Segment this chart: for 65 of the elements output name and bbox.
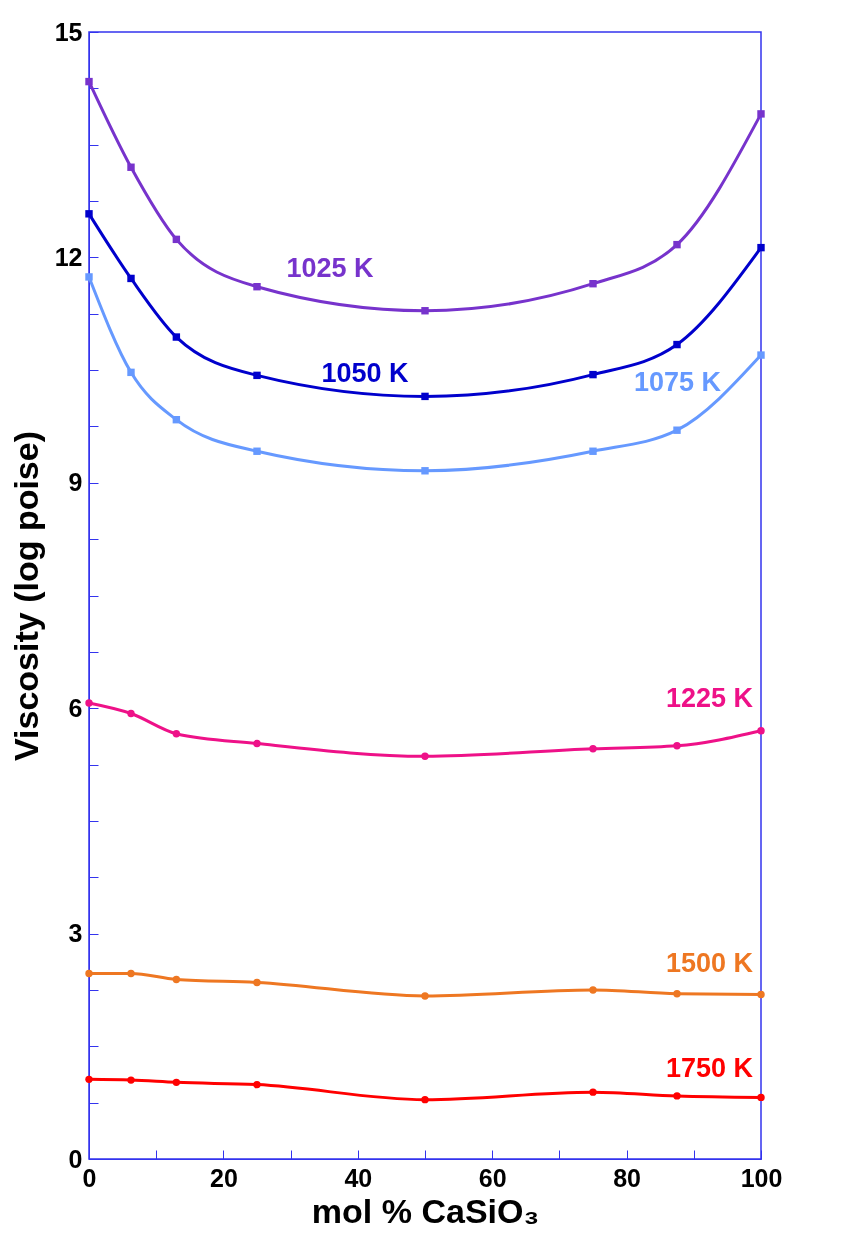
- point: [253, 1080, 261, 1089]
- point: [253, 447, 261, 455]
- point: [757, 351, 765, 359]
- x-tick-label: 100: [740, 1163, 783, 1192]
- series-label: 1050 K: [321, 358, 410, 389]
- point: [253, 739, 261, 748]
- point: [757, 243, 765, 252]
- point: [85, 969, 93, 978]
- x-tick-label: 20: [209, 1163, 238, 1192]
- point: [127, 274, 135, 283]
- x-tick-label: 40: [344, 1163, 373, 1192]
- x-axis-title: mol % CaSiO₃: [311, 1191, 540, 1230]
- point: [85, 210, 93, 218]
- point: [589, 745, 597, 753]
- y-tick-label: 9: [68, 468, 83, 497]
- point: [127, 368, 135, 377]
- point: [673, 1092, 681, 1100]
- point: [757, 1093, 765, 1102]
- point: [589, 986, 597, 994]
- point: [253, 371, 261, 380]
- point: [757, 990, 765, 999]
- y-tick-label: 0: [68, 1144, 83, 1173]
- point: [673, 426, 681, 434]
- point: [127, 969, 135, 978]
- point: [589, 447, 597, 455]
- point: [589, 370, 597, 379]
- point: [589, 1088, 597, 1096]
- point: [172, 1078, 181, 1087]
- series-label: 1025 K: [286, 252, 375, 283]
- point: [673, 240, 681, 249]
- point: [85, 77, 93, 86]
- y-tick-label: 6: [68, 693, 83, 722]
- point: [172, 975, 181, 984]
- y-tick-label: 12: [54, 242, 83, 271]
- point: [85, 1075, 93, 1084]
- point: [421, 467, 429, 475]
- point: [172, 730, 181, 738]
- series-label: 1750 K: [665, 1053, 754, 1084]
- point: [673, 340, 681, 349]
- x-tick-label: 80: [613, 1163, 642, 1192]
- point: [85, 273, 93, 281]
- series-label: 1225 K: [665, 682, 754, 713]
- point: [127, 1076, 135, 1084]
- point: [127, 709, 135, 718]
- point: [421, 1095, 429, 1104]
- x-tick-label: 60: [478, 1163, 507, 1192]
- y-tick-label: 15: [54, 17, 83, 46]
- y-tick-label: 3: [68, 919, 83, 948]
- y-axis-title: Viscosity (log poise): [6, 430, 45, 762]
- series-label: 1075 K: [633, 367, 722, 398]
- point: [127, 163, 135, 171]
- series-label: 1500 K: [665, 948, 754, 979]
- point: [421, 992, 429, 1000]
- point: [253, 978, 261, 987]
- point: [673, 742, 681, 750]
- point: [421, 307, 429, 315]
- point: [172, 333, 181, 341]
- point: [421, 392, 429, 401]
- point: [589, 279, 597, 288]
- point: [757, 727, 765, 735]
- point: [421, 752, 429, 760]
- point: [85, 699, 93, 707]
- point: [673, 990, 681, 998]
- point: [757, 110, 765, 118]
- point: [253, 282, 261, 291]
